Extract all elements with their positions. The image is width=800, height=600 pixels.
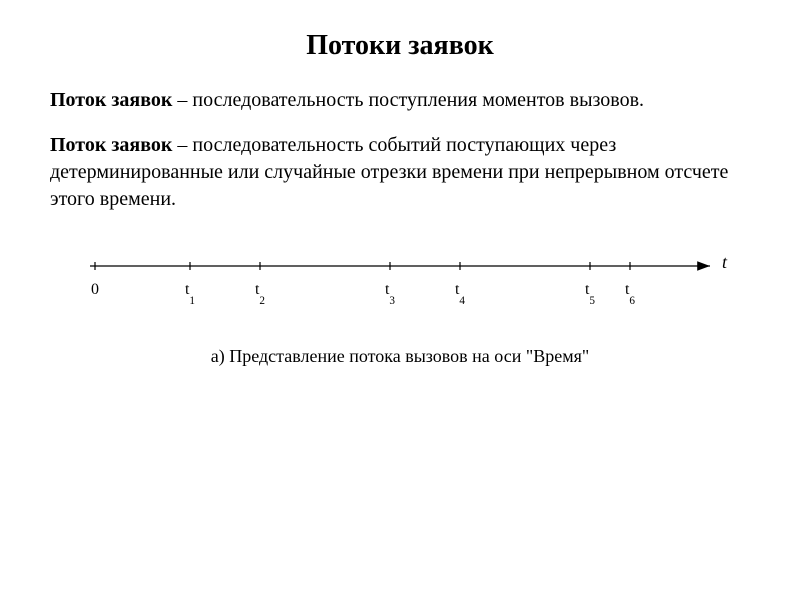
definition-1-text: – последовательность поступления моменто… (172, 89, 644, 111)
slide-title: Потоки заявок (50, 30, 750, 62)
timeline-arrowhead-icon (697, 261, 710, 271)
definition-1: Поток заявок – последовательность поступ… (50, 87, 750, 114)
timeline-tick-label: t2 (255, 281, 265, 307)
timeline-tick-label: t3 (385, 281, 395, 307)
timeline-tick-label: t4 (455, 281, 465, 307)
definition-2: Поток заявок – последовательность событи… (50, 132, 750, 213)
timeline-svg: t 0 t1 t2 t3 t4 t5 t6 (50, 248, 750, 328)
definition-2-term: Поток заявок (50, 134, 172, 156)
definition-1-term: Поток заявок (50, 89, 172, 111)
timeline-diagram: t 0 t1 t2 t3 t4 t5 t6 (50, 248, 750, 328)
timeline-axis-label: t (722, 252, 728, 272)
timeline-tick-label: 0 (91, 281, 99, 298)
timeline-tick-label: t6 (625, 281, 635, 307)
timeline-tick-label: t1 (185, 281, 195, 307)
timeline-tick-label: t5 (585, 281, 595, 307)
diagram-caption: а) Представление потока вызовов на оси "… (50, 346, 750, 367)
